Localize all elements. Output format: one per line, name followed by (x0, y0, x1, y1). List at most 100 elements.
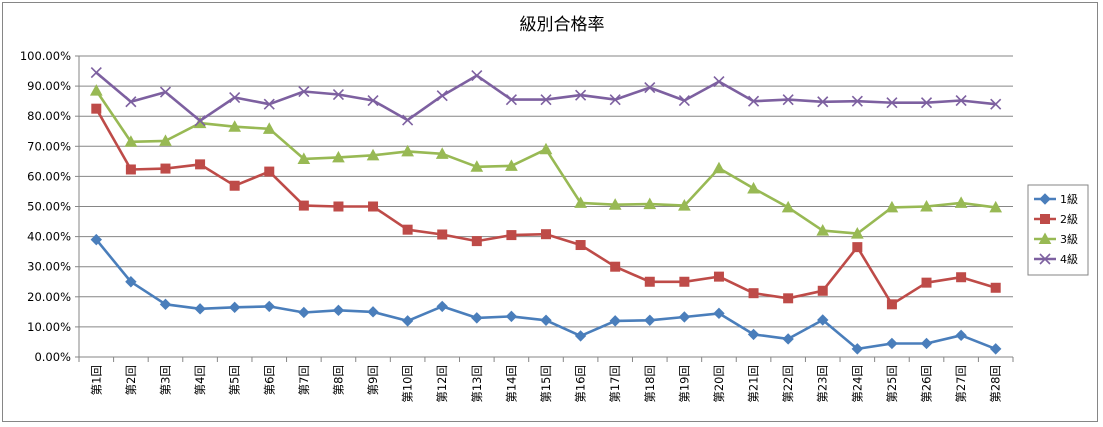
x-marker-stroke (782, 94, 794, 106)
data-point (470, 160, 484, 172)
data-point (678, 199, 691, 211)
legend-label: 1級 (1060, 193, 1078, 206)
y-tick-label: 80.00% (27, 109, 71, 123)
data-point (713, 307, 725, 320)
data-point (920, 199, 933, 212)
x-tick-label: 第5回 (228, 365, 242, 395)
x-tick-label: 第14回 (504, 365, 518, 403)
x-marker-stroke (332, 88, 345, 101)
data-point (679, 276, 690, 287)
x-marker-stroke (851, 95, 863, 107)
legend-item: 3級 (1034, 232, 1078, 246)
data-point (228, 120, 242, 132)
data-point (609, 94, 621, 106)
data-point (644, 276, 655, 287)
data-point (124, 135, 138, 147)
data-point (401, 144, 414, 157)
x-tick-label: 第24回 (850, 365, 864, 403)
x-tick-label: 第20回 (712, 365, 726, 403)
data-point (91, 103, 102, 114)
data-point (782, 333, 794, 345)
x-tick-label: 第27回 (954, 365, 968, 403)
data-point (436, 300, 448, 313)
data-point (89, 84, 103, 96)
data-point (574, 330, 587, 342)
data-point (435, 147, 449, 159)
x-marker-stroke (402, 114, 414, 126)
data-point (921, 277, 932, 288)
legend-label: 3級 (1060, 233, 1078, 246)
data-point (712, 161, 726, 174)
data-point (368, 201, 379, 212)
y-tick-label: 20.00% (27, 290, 71, 304)
data-point (955, 329, 967, 342)
data-point (195, 159, 206, 170)
x-tick-label: 第23回 (816, 365, 830, 403)
x-tick-label: 第18回 (643, 365, 657, 403)
data-point (402, 114, 414, 126)
data-point (886, 299, 897, 310)
chart-area: 級別合格率 0.00% 10.00% 20.00% 30.00% 40.00% 50.00%… (2, 2, 1098, 422)
data-point (229, 180, 240, 191)
data-point (401, 315, 414, 327)
x-tick-label: 第25回 (885, 365, 899, 403)
legend-marker (1039, 193, 1051, 205)
data-point (471, 312, 483, 324)
data-point (437, 229, 448, 240)
y-tick-label: 100.00% (20, 49, 71, 63)
data-point (298, 200, 309, 211)
data-point (298, 306, 310, 319)
y-tick-label: 60.00% (27, 169, 71, 183)
data-point (298, 85, 310, 98)
legend-marker (1040, 214, 1050, 224)
data-point (505, 310, 518, 323)
x-marker-stroke (90, 66, 102, 79)
data-point (851, 95, 863, 107)
x-marker-stroke (990, 98, 1002, 110)
x-marker-stroke (678, 94, 690, 107)
data-point (194, 303, 206, 315)
data-point (989, 343, 1002, 355)
data-point (747, 328, 760, 341)
legend-marker (1038, 232, 1052, 244)
data-point (541, 229, 551, 240)
data-point (817, 314, 829, 326)
legend-item: 1級 (1034, 193, 1078, 206)
data-point (505, 159, 518, 171)
series-line (95, 238, 997, 351)
data-point (228, 301, 241, 314)
series-line (95, 89, 996, 235)
data-point (194, 115, 206, 127)
data-point (229, 91, 241, 104)
x-tick-label: 第19回 (677, 365, 691, 403)
data-point (264, 166, 275, 177)
x-tick-label: 第28回 (989, 365, 1003, 403)
data-point (989, 200, 1003, 213)
data-point (332, 88, 345, 101)
data-point (747, 181, 760, 194)
y-tick-label: 70.00% (27, 139, 71, 153)
chart-title: 級別合格率 (520, 15, 605, 35)
x-tick-label: 第1回 (89, 365, 103, 395)
series-4 (90, 66, 1002, 127)
data-point (956, 272, 967, 283)
legend-label: 2級 (1060, 213, 1078, 226)
data-point (644, 314, 656, 326)
data-point (471, 236, 482, 247)
x-marker-stroke (747, 95, 760, 107)
data-point (850, 227, 864, 239)
data-point (574, 196, 587, 208)
x-tick-label: 第2回 (124, 365, 138, 395)
x-marker-stroke (609, 94, 621, 106)
x-marker-stroke (575, 89, 587, 101)
data-point (366, 148, 380, 161)
data-point (954, 196, 968, 208)
legend-item: 4級 (1034, 253, 1078, 266)
data-point (781, 200, 795, 213)
x-marker-stroke (471, 69, 483, 82)
series-3 (89, 84, 1003, 239)
data-point (332, 150, 345, 163)
x-tick-label: 第9回 (366, 365, 380, 395)
legend-marker (1039, 253, 1051, 265)
data-point (852, 242, 863, 253)
